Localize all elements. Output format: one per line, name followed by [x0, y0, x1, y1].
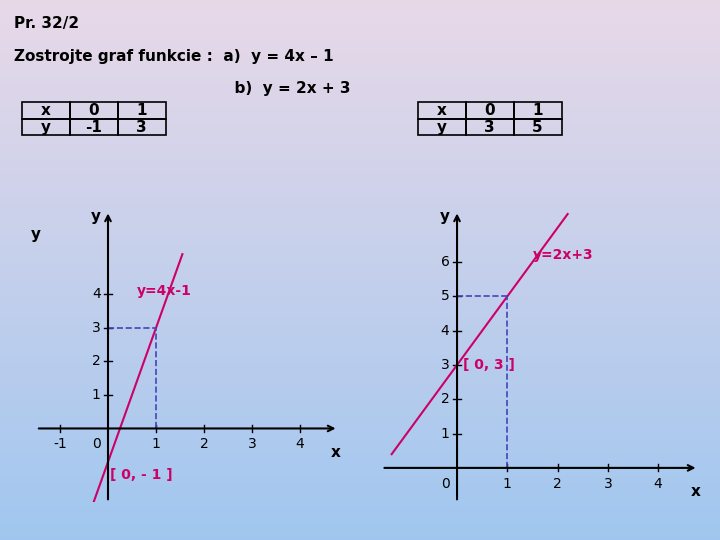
Text: x: x [331, 444, 341, 460]
Text: 4: 4 [441, 323, 449, 338]
Text: x: x [691, 484, 701, 499]
Text: -1: -1 [53, 437, 67, 451]
Text: 2: 2 [441, 392, 449, 406]
Text: y=4x-1: y=4x-1 [137, 284, 192, 298]
Text: 3: 3 [441, 358, 449, 372]
Text: 1: 1 [152, 437, 161, 451]
Text: b)  y = 2x + 3: b) y = 2x + 3 [14, 81, 351, 96]
Text: 3: 3 [248, 437, 256, 451]
Text: y=2x+3: y=2x+3 [533, 248, 593, 262]
Text: 1: 1 [503, 477, 512, 491]
Text: 4: 4 [296, 437, 305, 451]
Text: 1: 1 [92, 388, 101, 402]
Text: 4: 4 [92, 287, 101, 301]
Text: 2: 2 [92, 354, 101, 368]
Text: y: y [91, 209, 101, 224]
Text: 4: 4 [654, 477, 662, 491]
Text: y: y [31, 227, 41, 241]
Text: Pr. 32/2: Pr. 32/2 [14, 16, 79, 31]
Text: 2: 2 [553, 477, 562, 491]
Text: 0: 0 [441, 477, 449, 491]
Text: [ 0, 3 ]: [ 0, 3 ] [463, 358, 515, 372]
Text: 3: 3 [603, 477, 612, 491]
Text: [ 0, - 1 ]: [ 0, - 1 ] [110, 468, 173, 482]
Text: 0: 0 [92, 437, 101, 451]
Text: 6: 6 [441, 255, 449, 269]
Text: 2: 2 [199, 437, 208, 451]
Text: 5: 5 [441, 289, 449, 303]
Text: 1: 1 [441, 427, 449, 441]
Text: Zostrojte graf funkcie :  a)  y = 4x – 1: Zostrojte graf funkcie : a) y = 4x – 1 [14, 49, 334, 64]
Text: 3: 3 [92, 321, 101, 335]
Text: y: y [439, 209, 449, 224]
